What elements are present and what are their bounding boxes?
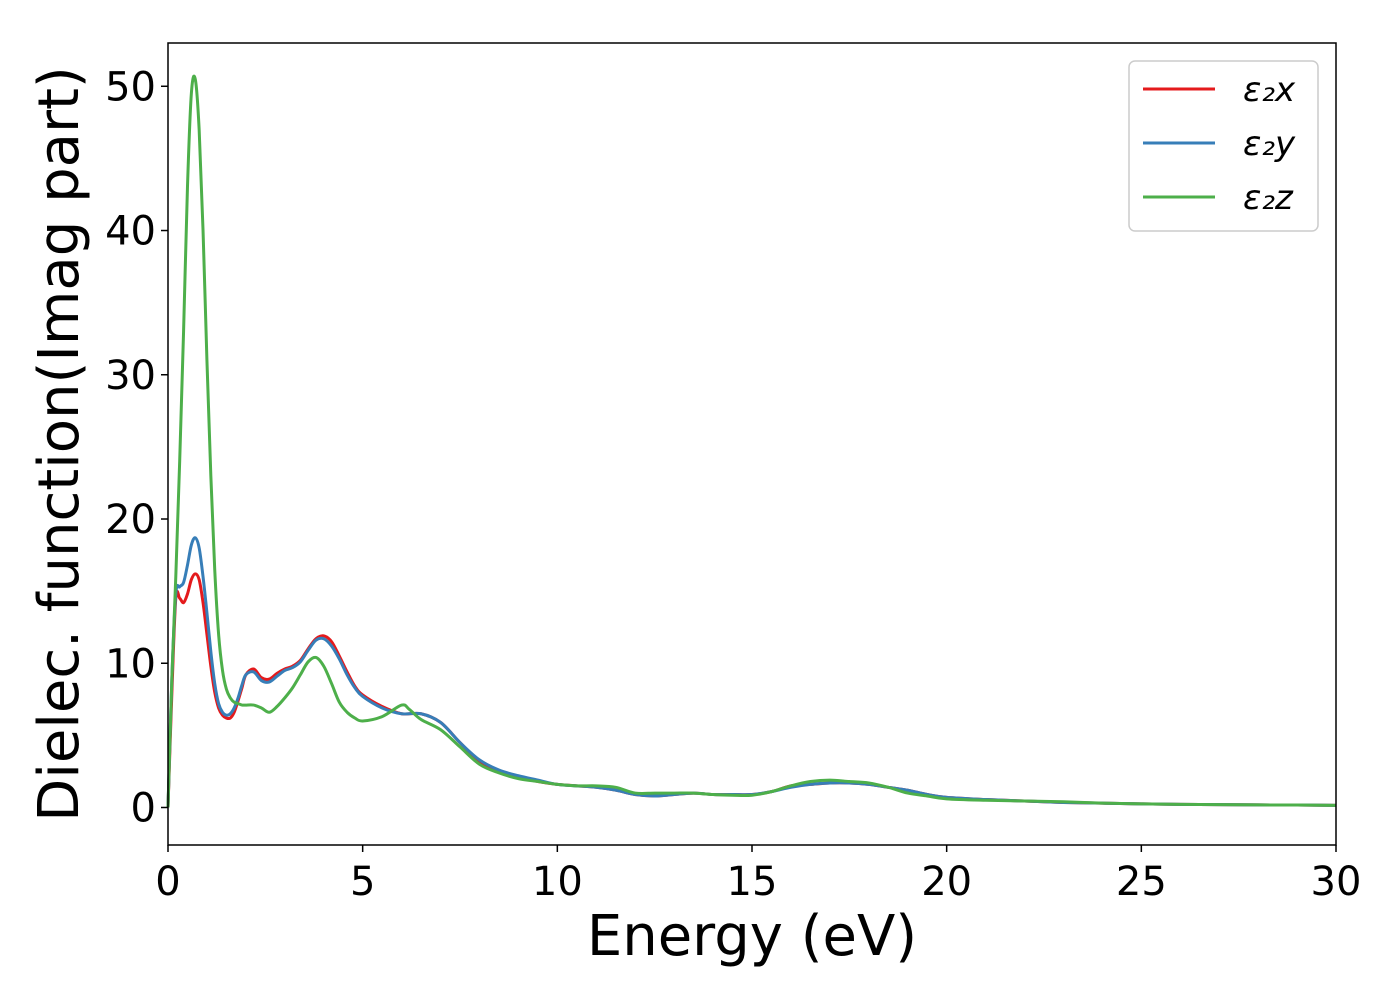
legend-box [1128, 60, 1319, 232]
y-tick-label: 10 [105, 641, 156, 687]
plot-lines [166, 74, 1337, 808]
x-tick-label: 10 [532, 859, 583, 905]
x-tick-label: 0 [155, 859, 180, 905]
legend: ε₂x ε₂y ε₂z [1128, 60, 1319, 232]
y-tick-label: 30 [105, 353, 156, 399]
legend-label-z: ε₂z [1243, 178, 1294, 218]
x-tick-label: 30 [1311, 859, 1362, 905]
x-tick-label: 5 [350, 859, 375, 905]
x-tick-label: 15 [727, 859, 778, 905]
x-axis: 0 5 10 15 20 25 30 [155, 845, 1361, 905]
series-line-y [166, 536, 1337, 808]
x-tick-label: 25 [1116, 859, 1167, 905]
legend-label-y: ε₂y [1243, 124, 1296, 164]
y-tick-label: 50 [105, 64, 156, 110]
x-axis-label: Energy (eV) [587, 904, 917, 969]
legend-label-x: ε₂x [1243, 70, 1296, 110]
series-line-z [166, 74, 1337, 808]
x-tick-label: 20 [921, 859, 972, 905]
y-axis: 0 10 20 30 40 50 [105, 64, 168, 831]
y-axis-label: Dielec. function(Imag part) [27, 66, 92, 822]
y-tick-label: 20 [105, 497, 156, 543]
series-line-x [166, 572, 1337, 808]
y-tick-label: 0 [131, 785, 156, 831]
y-tick-label: 40 [105, 209, 156, 255]
